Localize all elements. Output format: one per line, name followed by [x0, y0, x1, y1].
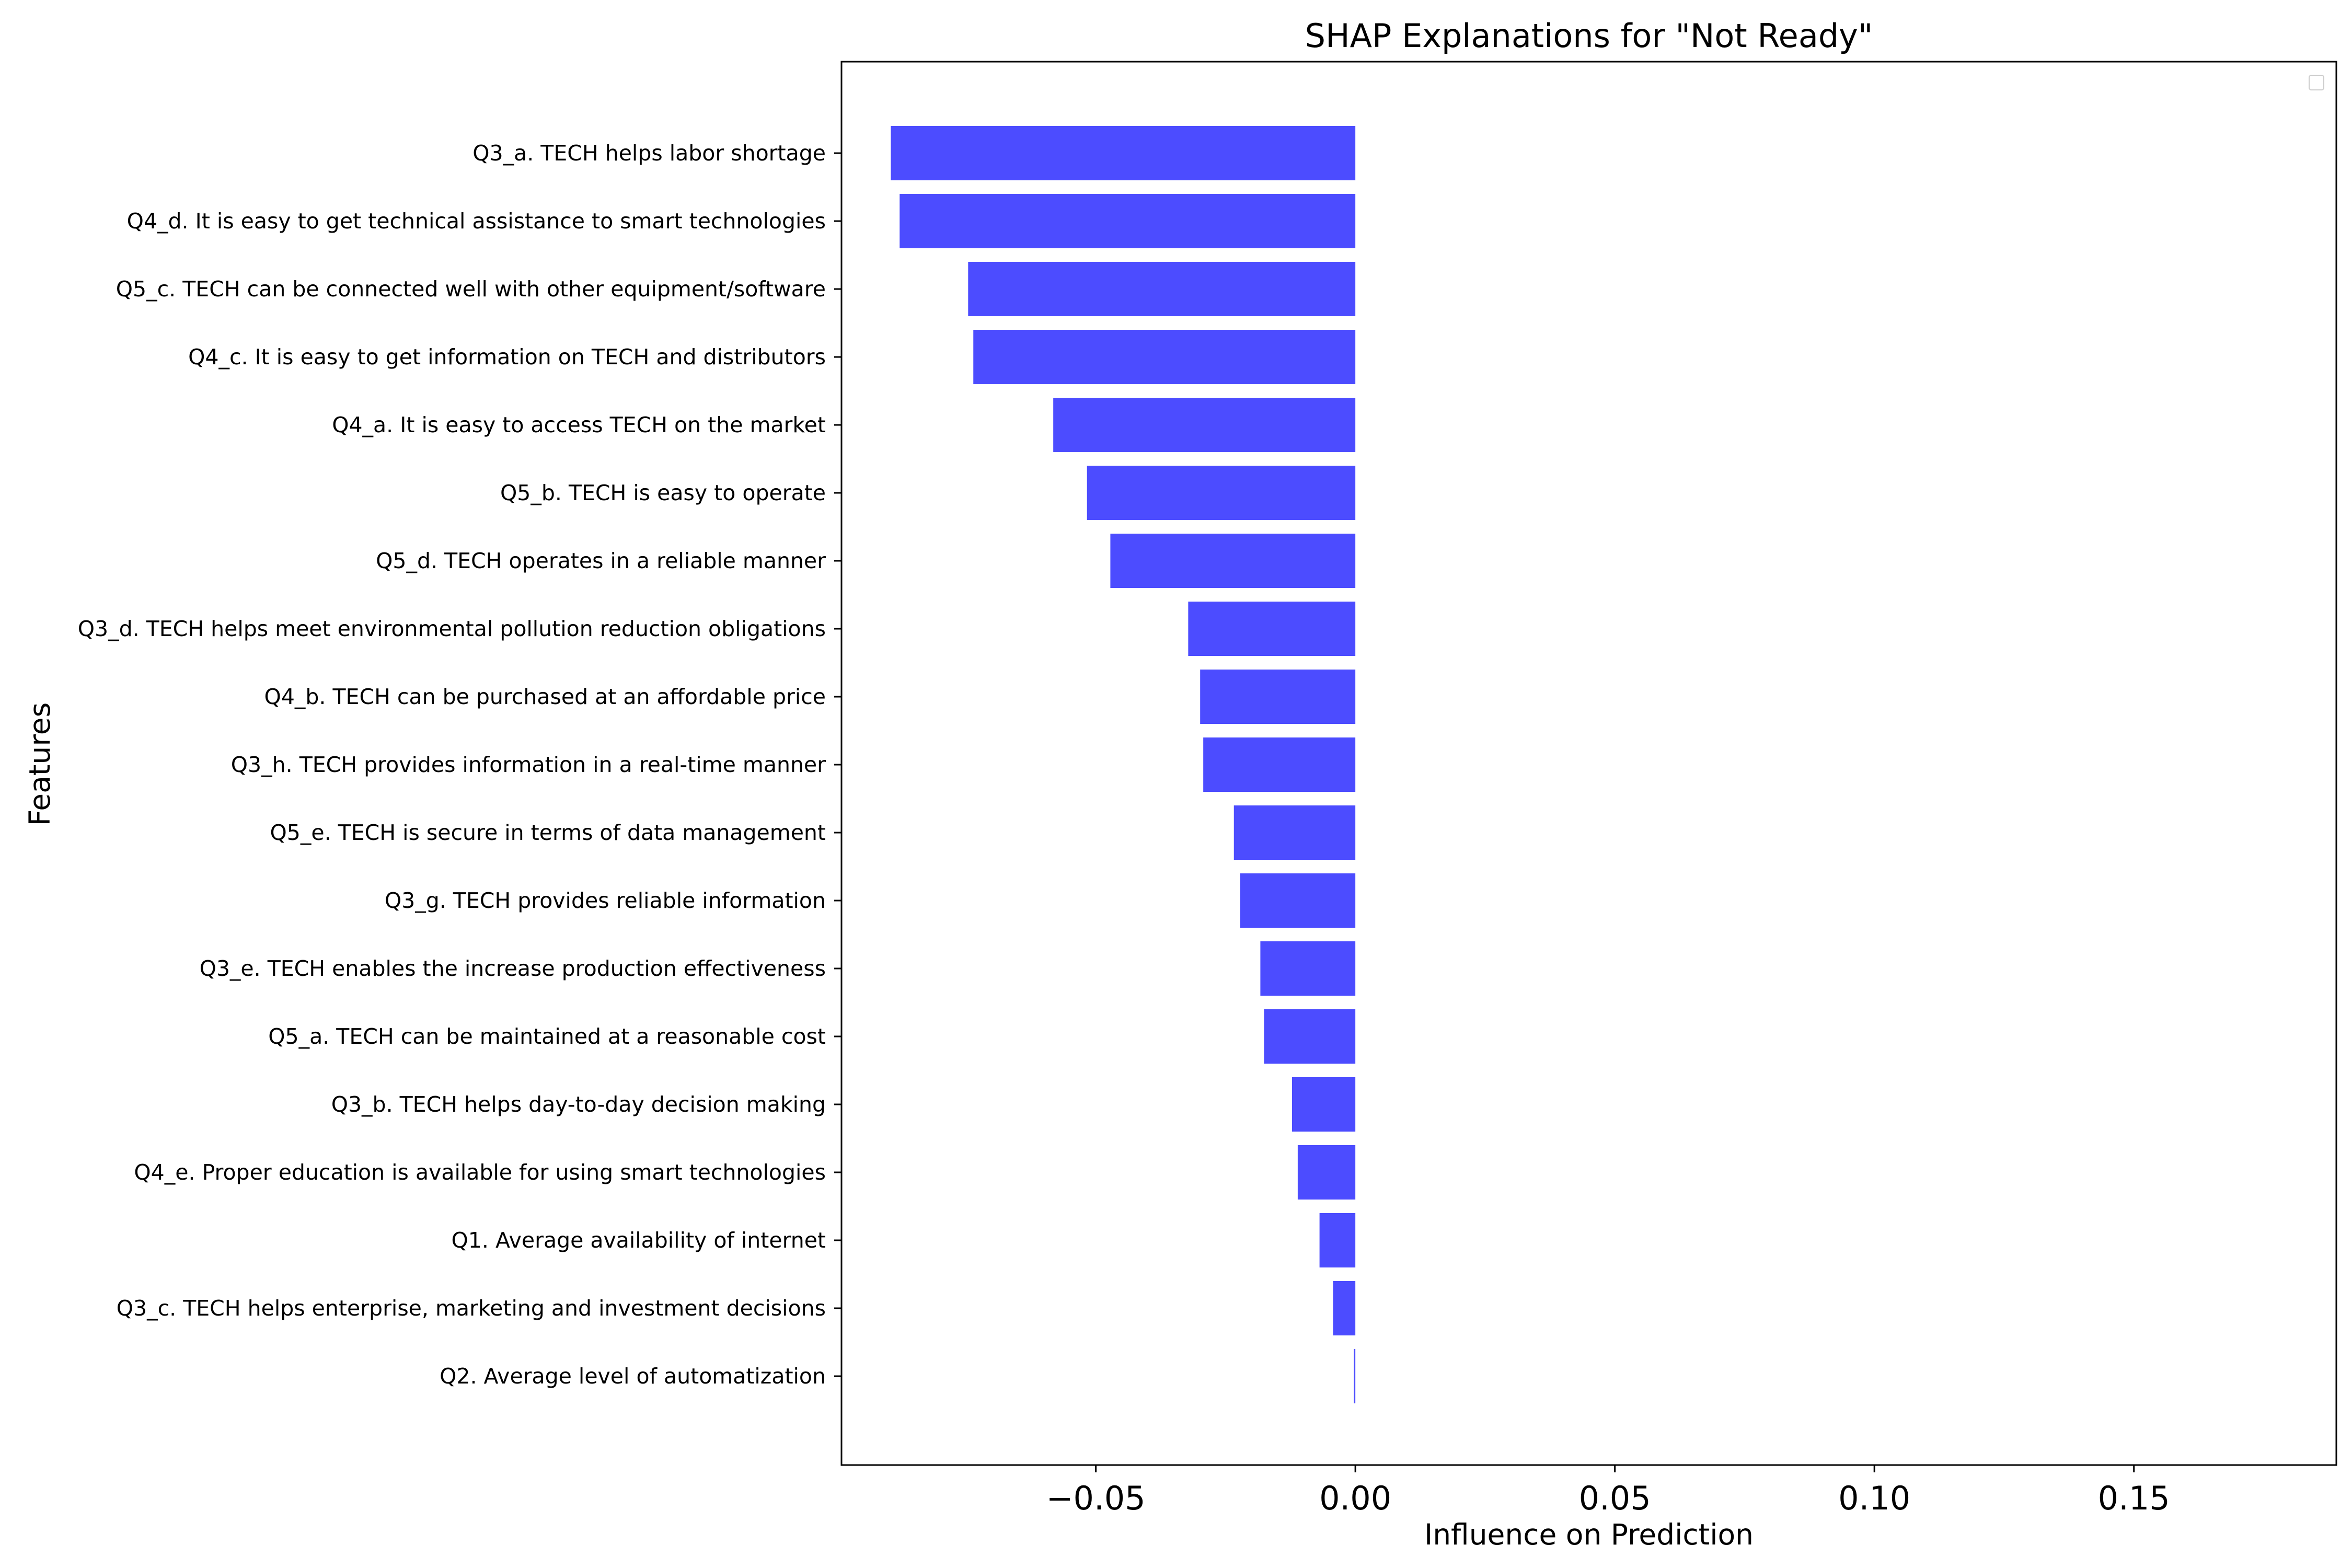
feature-label: Q3_h. TECH provides information in a rea…	[231, 752, 826, 777]
feature-label: Q3_a. TECH helps labor shortage	[472, 141, 826, 166]
bar-16	[1297, 1145, 1356, 1200]
bar-10	[1203, 737, 1356, 792]
bar-14	[1264, 1009, 1356, 1064]
bar-13	[1260, 941, 1356, 996]
feature-label: Q5_b. TECH is easy to operate	[500, 480, 826, 505]
chart-title: SHAP Explanations for "Not Ready"	[1305, 17, 1873, 55]
feature-label: Q5_d. TECH operates in a reliable manner	[376, 548, 826, 573]
y-axis-label: Features	[23, 702, 56, 826]
x-tick-label: 0.05	[1579, 1479, 1651, 1517]
bar-6	[1087, 466, 1356, 520]
bar-9	[1200, 670, 1356, 724]
feature-label: Q5_a. TECH can be maintained at a reason…	[268, 1024, 826, 1049]
feature-label: Q4_c. It is easy to get information on T…	[188, 344, 826, 370]
feature-label: Q3_g. TECH provides reliable information	[385, 888, 826, 913]
bar-12	[1240, 873, 1356, 928]
feature-label: Q5_e. TECH is secure in terms of data ma…	[270, 820, 826, 845]
plot-frame	[840, 61, 2337, 1466]
x-tick-label: −0.05	[1046, 1479, 1146, 1517]
bar-15	[1292, 1077, 1356, 1132]
feature-label: Q4_a. It is easy to access TECH on the m…	[332, 412, 826, 437]
empty-legend-box	[2309, 75, 2324, 90]
bar-3	[968, 262, 1356, 316]
bars-layer	[891, 126, 1356, 1403]
x-tick-label: 0.15	[2098, 1479, 2170, 1517]
feature-label: Q4_b. TECH can be purchased at an afford…	[264, 684, 826, 709]
feature-label: Q3_c. TECH helps enterprise, marketing a…	[117, 1296, 826, 1321]
bar-2	[900, 194, 1356, 248]
feature-label: Q4_d. It is easy to get technical assist…	[127, 209, 826, 234]
x-ticks-layer: −0.05 0.00 0.05 0.10 0.15	[834, 152, 2170, 1517]
bar-19	[1354, 1349, 1356, 1403]
bar-1	[891, 126, 1356, 180]
x-tick-label: 0.00	[1319, 1479, 1391, 1517]
feature-label: Q2. Average level of automatization	[440, 1364, 826, 1389]
bar-18	[1333, 1281, 1356, 1335]
feature-label: Q3_e. TECH enables the increase producti…	[200, 956, 826, 981]
feature-labels-layer: Q3_a. TECH helps labor shortage Q4_d. It …	[78, 141, 826, 1389]
feature-label: Q1. Average availability of internet	[452, 1228, 826, 1253]
feature-label: Q5_c. TECH can be connected well with ot…	[116, 276, 826, 302]
feature-label: Q4_e. Proper education is available for …	[134, 1160, 826, 1185]
bar-8	[1188, 602, 1356, 656]
feature-label: Q3_b. TECH helps day-to-day decision mak…	[331, 1092, 826, 1117]
bar-7	[1110, 534, 1356, 588]
bar-17	[1319, 1213, 1356, 1267]
bar-11	[1233, 805, 1356, 860]
x-axis-label: Influence on Prediction	[1424, 1518, 1754, 1551]
x-tick-label: 0.10	[1838, 1479, 1910, 1517]
bar-4	[973, 330, 1356, 384]
bar-5	[1053, 398, 1356, 452]
feature-label: Q3_d. TECH helps meet environmental poll…	[78, 616, 826, 641]
